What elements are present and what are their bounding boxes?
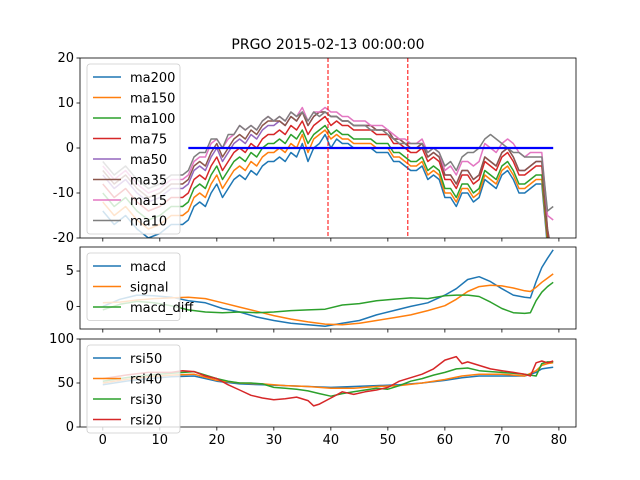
legend-label-ma10: ma10 [130, 215, 167, 230]
legend-label-macd: macd [130, 260, 166, 275]
y-tick-label: 0 [66, 299, 74, 314]
legend-label-ma15: ma15 [130, 194, 167, 209]
series-line-rsi20 [102, 355, 554, 407]
legend-label-signal: signal [130, 281, 168, 296]
legend: rsi50 rsi40 rsi30 rsi20 [86, 344, 181, 434]
series-line-ma150 [102, 129, 548, 238]
y-tick-label: 0 [66, 420, 74, 435]
series-line-signal [102, 273, 554, 326]
legend-box [86, 63, 181, 235]
x-tick-label: 40 [323, 433, 340, 448]
chart-panels: -20-1001020ma200ma150ma100ma75ma50ma35ma… [49, 51, 577, 448]
axes-frame [79, 246, 577, 330]
series-line-ma100 [102, 124, 549, 238]
y-tick-label: 100 [49, 332, 74, 347]
series-line-ma200 [102, 133, 548, 238]
series-line-ma10 [102, 111, 554, 212]
legend-label-macd_diff: macd_diff [130, 301, 194, 316]
legend-box [86, 344, 181, 434]
series-line-macd [102, 249, 554, 327]
x-tick-label: 30 [266, 433, 283, 448]
x-tick-label: 0 [99, 433, 107, 448]
legend-box [86, 252, 181, 321]
x-tick-label: 80 [551, 433, 568, 448]
x-tick-label: 50 [380, 433, 397, 448]
plot-area [102, 249, 554, 327]
x-tick-label: 10 [152, 433, 169, 448]
legend-label-ma200: ma200 [130, 71, 175, 86]
series-line-rsi30 [102, 361, 554, 397]
x-tick-label: 20 [209, 433, 226, 448]
y-tick-label: 0 [66, 141, 74, 156]
y-tick-label: -10 [53, 186, 74, 201]
series-line-ma75 [102, 115, 550, 238]
legend-label-rsi40: rsi40 [130, 373, 162, 388]
legend-label-rsi30: rsi30 [130, 393, 162, 408]
x-tick-label: 70 [494, 433, 511, 448]
legend-label-ma100: ma100 [130, 112, 175, 127]
legend-label-ma75: ma75 [130, 133, 167, 148]
legend-label-rsi50: rsi50 [130, 352, 162, 367]
y-tick-label: 10 [57, 96, 74, 111]
series-line-ma15 [102, 106, 554, 221]
legend: macd signal macd_diff [86, 252, 194, 321]
y-tick-label: 5 [66, 264, 74, 279]
legend-label-ma150: ma150 [130, 92, 175, 107]
plot-area [102, 355, 554, 407]
chart-title: PRGO 2015-02-13 00:00:00 [231, 37, 424, 53]
plot-area [102, 58, 554, 238]
series-line-macd_diff [102, 281, 554, 315]
x-tick-label: 60 [437, 433, 454, 448]
legend-label-rsi20: rsi20 [130, 414, 162, 429]
legend: ma200 ma150 ma100 ma75 ma50 ma35 ma15 ma10 [86, 63, 181, 235]
legend-label-ma50: ma50 [130, 153, 167, 168]
y-tick-label: -20 [53, 231, 74, 246]
y-tick-label: 50 [57, 376, 74, 391]
panel-macd: 0 5 macd signal macd_diff [66, 246, 577, 333]
panel-moving-averages: -20-1001020ma200ma150ma100ma75ma50ma35ma… [53, 51, 577, 246]
legend-label-ma35: ma35 [130, 174, 167, 189]
y-tick-label: 20 [57, 51, 74, 66]
